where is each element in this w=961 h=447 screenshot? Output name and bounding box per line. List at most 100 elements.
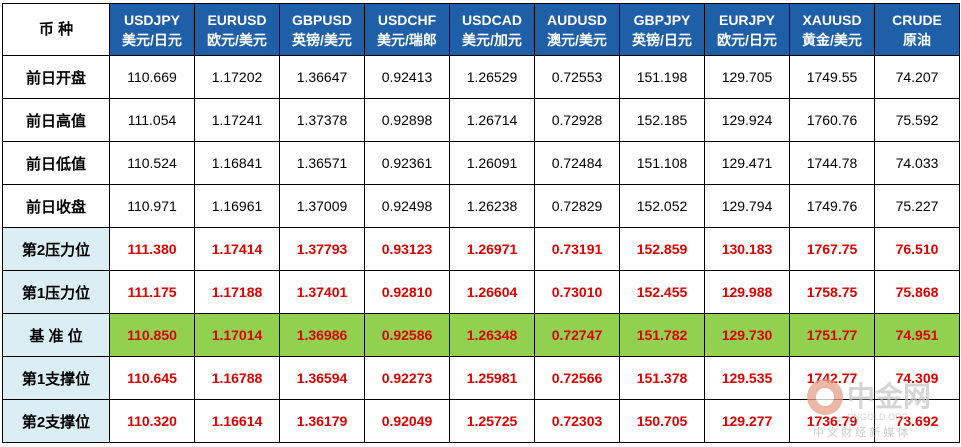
value-cell: 0.92810 xyxy=(364,270,450,314)
watermark-logo: 中金网 CNGOLD.ORG 中 文 财 经 新 媒 体 xyxy=(807,379,931,439)
value-cell: 74.207 xyxy=(874,55,960,99)
value-cell: 1.36647 xyxy=(279,55,365,99)
value-text: 1767.75 xyxy=(806,241,858,257)
value-cell: 152.859 xyxy=(619,227,705,271)
column-name: 美元/瑞郎 xyxy=(377,31,437,48)
value-text: 74.951 xyxy=(895,327,939,343)
value-text: 1.36647 xyxy=(296,69,348,85)
value-text: 110.669 xyxy=(127,69,177,85)
value-text: 73.692 xyxy=(895,413,939,429)
row-label-text: 前日高值 xyxy=(25,112,86,130)
value-text: 152.859 xyxy=(636,241,688,257)
value-text: 0.92049 xyxy=(381,413,433,429)
value-text: 0.72303 xyxy=(551,413,603,429)
value-cell: 1.17014 xyxy=(194,313,280,357)
value-cell: 1767.75 xyxy=(789,227,875,271)
logo-text: 中金网 xyxy=(847,380,931,412)
value-text: 1.26714 xyxy=(466,112,518,128)
column-name: 英镑/美元 xyxy=(292,31,352,48)
value-text: 1.26604 xyxy=(466,284,518,300)
value-text: 1.17188 xyxy=(211,284,263,300)
value-text: 1.36986 xyxy=(296,327,348,343)
value-cell: 1760.76 xyxy=(789,98,875,142)
corner-cell: 币 种 xyxy=(2,3,110,56)
column-name: 英镑/日元 xyxy=(632,31,692,48)
value-cell: 111.380 xyxy=(109,227,195,271)
data-row: 第2支撑位 110.320 1.16614 1.36179 0.92049 1.25725… xyxy=(2,399,960,443)
row-label-text: 第1压力位 xyxy=(21,284,91,302)
value-text: 0.72829 xyxy=(551,198,603,214)
value-cell: 74.033 xyxy=(874,141,960,185)
value-text: 0.72553 xyxy=(551,69,603,85)
value-text: 1.36594 xyxy=(296,370,348,386)
row-label: 第2压力位 xyxy=(2,227,110,271)
value-cell: 130.183 xyxy=(704,227,790,271)
value-cell: 0.73191 xyxy=(534,227,620,271)
value-cell: 0.92273 xyxy=(364,356,450,400)
value-cell: 1.26529 xyxy=(449,55,535,99)
value-cell: 150.705 xyxy=(619,399,705,443)
value-cell: 1751.77 xyxy=(789,313,875,357)
data-row: 前日收盘 110.971 1.16961 1.37009 0.92498 1.26238 0… xyxy=(2,184,960,228)
value-text: 74.033 xyxy=(895,155,939,171)
row-label-text: 前日开盘 xyxy=(25,69,86,87)
column-name: 澳元/美元 xyxy=(547,31,607,48)
value-cell: 1758.75 xyxy=(789,270,875,314)
value-text: 1749.55 xyxy=(806,69,858,85)
column-name: 美元/加元 xyxy=(462,31,522,48)
value-cell: 0.72928 xyxy=(534,98,620,142)
value-text: 74.207 xyxy=(895,69,939,85)
value-text: 0.92898 xyxy=(381,112,433,128)
value-cell: 1.36571 xyxy=(279,141,365,185)
row-label: 前日高值 xyxy=(2,98,110,142)
row-label: 第1压力位 xyxy=(2,270,110,314)
value-cell: 1.37378 xyxy=(279,98,365,142)
column-name: 欧元/美元 xyxy=(207,31,267,48)
value-text: 1751.77 xyxy=(806,327,858,343)
value-text: 0.92361 xyxy=(381,155,433,171)
value-cell: 1.17202 xyxy=(194,55,280,99)
value-cell: 151.198 xyxy=(619,55,705,99)
column-code: XAUUSD xyxy=(802,11,862,28)
value-cell: 0.72303 xyxy=(534,399,620,443)
value-text: 0.72747 xyxy=(551,327,603,343)
data-row: 第2压力位 111.380 1.17414 1.37793 0.93123 1.26971… xyxy=(2,227,960,271)
value-cell: 0.92049 xyxy=(364,399,450,443)
value-cell: 0.92498 xyxy=(364,184,450,228)
value-text: 76.510 xyxy=(895,241,939,257)
value-text: 0.93123 xyxy=(381,241,433,257)
value-text: 152.185 xyxy=(636,112,688,128)
value-text: 1.16788 xyxy=(211,370,263,386)
column-code: AUDUSD xyxy=(547,11,607,28)
column-header: GBPUSD 英镑/美元 xyxy=(279,3,365,56)
value-text: 74.309 xyxy=(895,370,939,386)
value-cell: 1.26604 xyxy=(449,270,535,314)
value-cell: 151.378 xyxy=(619,356,705,400)
value-cell: 0.72566 xyxy=(534,356,620,400)
value-text: 1.37009 xyxy=(296,198,348,214)
watermark: 中金网 CNGOLD.ORG 中 文 财 经 新 媒 体 xyxy=(805,372,955,442)
value-cell: 1.36986 xyxy=(279,313,365,357)
column-code: USDJPY xyxy=(123,11,181,28)
row-label-text: 第1支撑位 xyxy=(21,370,91,388)
value-text: 75.592 xyxy=(895,112,939,128)
value-cell: 75.592 xyxy=(874,98,960,142)
value-text: 152.455 xyxy=(636,284,688,300)
value-text: 129.277 xyxy=(721,413,773,429)
value-text: 110.971 xyxy=(127,198,177,214)
column-header: USDCHF 美元/瑞郎 xyxy=(364,3,450,56)
value-cell: 151.108 xyxy=(619,141,705,185)
column-header: AUDUSD 澳元/美元 xyxy=(534,3,620,56)
value-text: 0.92810 xyxy=(381,284,433,300)
value-cell: 0.92586 xyxy=(364,313,450,357)
value-text: 1.36179 xyxy=(296,413,348,429)
value-cell: 1.37009 xyxy=(279,184,365,228)
value-text: 111.175 xyxy=(127,284,177,300)
value-text: 129.705 xyxy=(721,69,773,85)
column-header: CRUDE 原油 xyxy=(874,3,960,56)
value-text: 0.72928 xyxy=(551,112,603,128)
value-text: 1.26238 xyxy=(466,198,518,214)
value-text: 129.924 xyxy=(721,112,773,128)
row-label: 基 准 位 xyxy=(2,313,110,357)
value-cell: 0.72747 xyxy=(534,313,620,357)
